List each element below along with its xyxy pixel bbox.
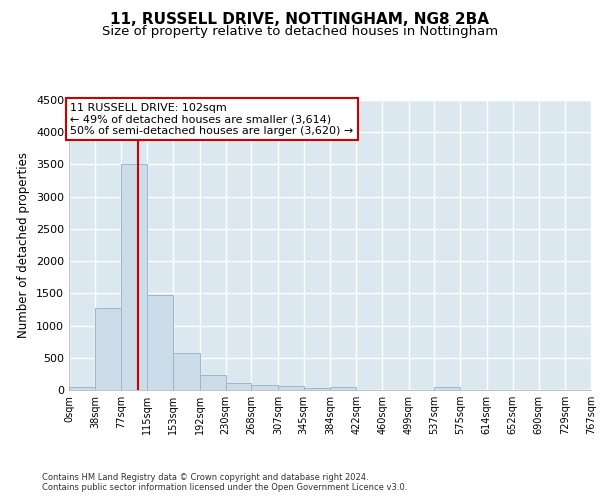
Bar <box>251 385 278 390</box>
Y-axis label: Number of detached properties: Number of detached properties <box>17 152 31 338</box>
Text: Size of property relative to detached houses in Nottingham: Size of property relative to detached ho… <box>102 25 498 38</box>
Bar <box>147 294 173 390</box>
Bar <box>304 388 331 390</box>
Bar <box>69 388 95 390</box>
Bar <box>200 374 226 390</box>
Bar <box>434 387 460 390</box>
Text: Contains HM Land Registry data © Crown copyright and database right 2024.: Contains HM Land Registry data © Crown c… <box>42 472 368 482</box>
Bar <box>173 352 200 390</box>
Bar <box>95 308 121 390</box>
Text: 11, RUSSELL DRIVE, NOTTINGHAM, NG8 2BA: 11, RUSSELL DRIVE, NOTTINGHAM, NG8 2BA <box>110 12 490 28</box>
Bar <box>121 164 147 390</box>
Bar <box>331 387 356 390</box>
Text: Contains public sector information licensed under the Open Government Licence v3: Contains public sector information licen… <box>42 484 407 492</box>
Text: 11 RUSSELL DRIVE: 102sqm
← 49% of detached houses are smaller (3,614)
50% of sem: 11 RUSSELL DRIVE: 102sqm ← 49% of detach… <box>70 102 353 136</box>
Bar <box>278 386 304 390</box>
Bar <box>226 382 251 390</box>
